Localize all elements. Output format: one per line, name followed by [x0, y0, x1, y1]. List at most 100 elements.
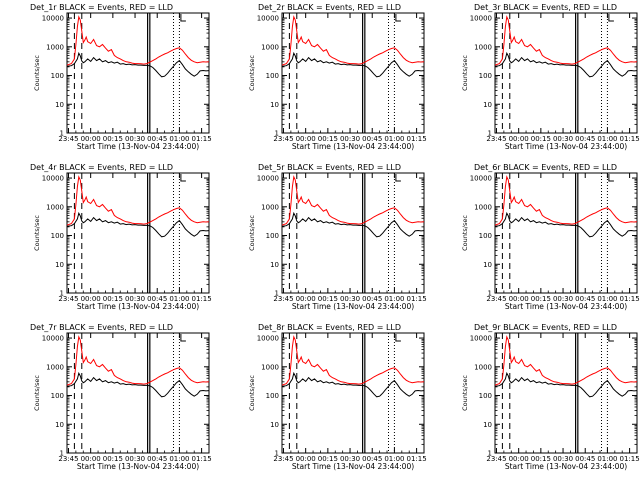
- y-tick-label: 100: [51, 72, 64, 80]
- y-axis-label: Counts/sec: [33, 215, 41, 251]
- y-tick-label: 10: [483, 101, 492, 109]
- y-tick-label: 1: [60, 450, 64, 458]
- y-tick-label: 10: [483, 261, 492, 269]
- x-tick-label: 00:45: [362, 295, 382, 303]
- panel-det-1r: Det_1r BLACK = Events, RED = LLD 1101001…: [30, 3, 212, 151]
- x-axis-label: Start Time (13-Nov-04 23:44:00): [292, 302, 414, 311]
- y-tick-label: 10000: [42, 15, 64, 23]
- x-axis: 23:45 00:00 00:15 00:30 00:45 01:00 01:15Start…: [58, 333, 212, 471]
- panel-title: Det_8r BLACK = Events, RED = LLD: [258, 323, 401, 332]
- x-axis: 23:45 00:00 00:15 00:30 00:45 01:00 01:15Start…: [58, 173, 212, 311]
- y-tick-label: 10000: [257, 15, 279, 23]
- time-markers: [288, 173, 401, 293]
- x-tick-label: 00:15: [531, 295, 551, 303]
- x-axis-label: Start Time (13-Nov-04 23:44:00): [505, 462, 627, 471]
- x-tick-label: 00:00: [296, 295, 316, 303]
- y-tick-label: 100: [51, 392, 64, 400]
- x-tick-label: 00:30: [340, 455, 360, 463]
- y-axis-label: Counts/sec: [248, 215, 256, 251]
- events-series-line: [67, 51, 209, 78]
- x-tick-label: 00:45: [575, 135, 595, 143]
- plot-frame: [281, 332, 425, 454]
- y-tick-label: 1000: [474, 43, 492, 51]
- lld-series-line: [495, 335, 637, 386]
- x-tick-label: 00:30: [553, 295, 573, 303]
- y-tick-label: 1000: [474, 363, 492, 371]
- x-tick-label: 00:15: [103, 295, 123, 303]
- y-tick-label: 1: [488, 130, 492, 138]
- bracket-marker: [608, 174, 614, 182]
- x-tick-label: 00:15: [103, 135, 123, 143]
- events-series-line: [495, 51, 637, 78]
- x-tick-label: 23:45: [486, 455, 506, 463]
- x-tick-label: 00:00: [81, 135, 101, 143]
- y-tick-label: 100: [51, 232, 64, 240]
- y-axis-label: Counts/sec: [461, 55, 469, 91]
- x-tick-label: 00:15: [318, 295, 338, 303]
- x-axis-label: Start Time (13-Nov-04 23:44:00): [77, 462, 199, 471]
- y-axis-label: Counts/sec: [33, 55, 41, 91]
- plot-frame: [66, 172, 210, 294]
- y-tick-label: 10: [270, 261, 279, 269]
- x-axis: 23:45 00:00 00:15 00:30 00:45 01:00 01:15Start…: [486, 173, 640, 311]
- x-tick-label: 00:45: [147, 455, 167, 463]
- y-axis: 1 10 100 1000 10000 Counts/sec: [33, 175, 209, 298]
- panel-det-3r: Det_3r BLACK = Events, RED = LLD 1101001…: [461, 3, 640, 151]
- y-tick-label: 1000: [474, 203, 492, 211]
- panel-title: Det_3r BLACK = Events, RED = LLD: [474, 3, 617, 12]
- y-tick-label: 10000: [470, 335, 492, 343]
- lld-series-line: [282, 15, 424, 66]
- x-tick-label: 01:00: [169, 455, 189, 463]
- y-tick-label: 1: [488, 290, 492, 298]
- plot-frame: [494, 332, 638, 454]
- x-tick-label: 01:00: [597, 135, 617, 143]
- x-axis: 23:45 00:00 00:15 00:30 00:45 01:00 01:15Start…: [58, 13, 212, 151]
- plot-frame: [66, 12, 210, 134]
- y-tick-label: 10: [55, 101, 64, 109]
- bracket-marker: [180, 174, 186, 182]
- bracket-marker: [395, 14, 401, 22]
- y-tick-label: 10: [483, 421, 492, 429]
- plot-frame: [281, 172, 425, 294]
- events-series-line: [495, 371, 637, 398]
- y-tick-label: 100: [266, 72, 279, 80]
- y-axis-label: Counts/sec: [33, 375, 41, 411]
- y-tick-label: 100: [266, 232, 279, 240]
- x-tick-label: 01:00: [597, 295, 617, 303]
- y-axis: 1 10 100 1000 10000 Counts/sec: [248, 15, 424, 138]
- panel-title: Det_5r BLACK = Events, RED = LLD: [258, 163, 401, 172]
- panel-title: Det_7r BLACK = Events, RED = LLD: [30, 323, 173, 332]
- x-axis-label: Start Time (13-Nov-04 23:44:00): [292, 462, 414, 471]
- panel-det-7r: Det_7r BLACK = Events, RED = LLD 1 10 100 1…: [30, 323, 212, 471]
- y-tick-label: 10: [55, 421, 64, 429]
- lld-series-line: [495, 175, 637, 226]
- y-tick-label: 1000: [46, 363, 64, 371]
- plot-frame: [494, 12, 638, 134]
- y-tick-label: 10: [270, 421, 279, 429]
- events-series-line: [67, 371, 209, 398]
- y-axis-label: Counts/sec: [248, 55, 256, 91]
- y-tick-label: 1: [275, 450, 279, 458]
- bracket-marker: [395, 334, 401, 342]
- y-axis: 1 10 100 1000 10000 Counts/sec: [248, 335, 424, 458]
- x-tick-label: 00:30: [340, 295, 360, 303]
- y-axis: 1 10 100 1000 10000 Counts/sec: [461, 335, 637, 458]
- events-series-line: [282, 371, 424, 398]
- y-tick-label: 100: [479, 232, 492, 240]
- panel-title: Det_9r BLACK = Events, RED = LLD: [474, 323, 617, 332]
- x-tick-label: 01:15: [407, 135, 427, 143]
- y-tick-label: 10000: [470, 175, 492, 183]
- y-axis: 1 10 100 1000 10000 Counts/sec: [461, 15, 637, 138]
- y-tick-label: 10000: [42, 335, 64, 343]
- y-tick-label: 10000: [257, 335, 279, 343]
- x-tick-label: 00:00: [509, 135, 529, 143]
- time-markers: [288, 333, 401, 453]
- panel-det-6r: Det_6r BLACK = Events, RED = LLD 1 10 100 1…: [461, 163, 640, 311]
- y-tick-label: 100: [266, 392, 279, 400]
- y-tick-label: 1000: [261, 203, 279, 211]
- x-tick-label: 00:45: [575, 455, 595, 463]
- panel-title: Det_6r BLACK = Events, RED = LLD: [474, 163, 617, 172]
- y-tick-label: 100: [479, 392, 492, 400]
- bracket-marker: [608, 14, 614, 22]
